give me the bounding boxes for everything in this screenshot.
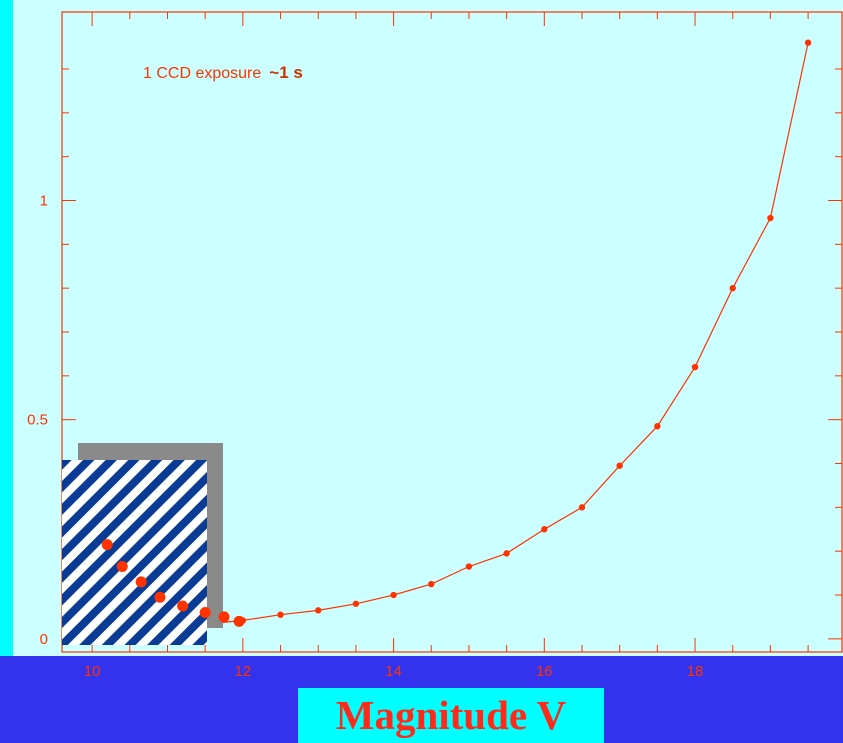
inset-point	[116, 561, 128, 573]
data-point	[541, 526, 548, 533]
data-point	[465, 563, 473, 570]
x-tick-label: 10	[84, 663, 101, 680]
tick-labels: 10 12 14 16 18 0 0.5 1	[27, 192, 703, 680]
data-point	[352, 600, 360, 607]
inset-point	[199, 607, 211, 619]
inset-points	[101, 539, 245, 627]
x-tick-label: 12	[235, 663, 252, 680]
data-point	[654, 423, 661, 430]
data-point	[616, 462, 623, 469]
x-tick-label: 14	[385, 663, 402, 680]
inset-point	[233, 615, 245, 627]
data-point	[767, 214, 774, 222]
annotation-text: 1 CCD exposure	[143, 65, 261, 82]
x-axis-label: Magnitude V	[335, 692, 567, 738]
xlabel-box: Magnitude V	[298, 688, 604, 743]
data-point	[428, 580, 435, 588]
data-point	[277, 611, 284, 618]
y-tick-label: 1	[40, 192, 48, 209]
data-point	[804, 39, 812, 46]
x-tick-label: 16	[536, 663, 553, 680]
x-tick-label: 18	[687, 663, 704, 680]
left-label-strip	[0, 0, 13, 656]
data-point	[503, 550, 510, 557]
inset-point	[135, 576, 147, 588]
inset-point	[177, 600, 189, 612]
inset-point	[101, 539, 113, 551]
annotation-emphasis: ~1 s	[269, 63, 303, 82]
data-point	[578, 504, 586, 511]
inset-point	[154, 591, 166, 603]
y-tick-label: 0.5	[27, 412, 48, 429]
inset-point	[218, 611, 230, 623]
inset-striped-area	[62, 460, 207, 645]
y-tick-label: 0	[40, 631, 48, 648]
data-point	[315, 607, 322, 614]
inset-box	[62, 443, 223, 645]
data-point	[390, 591, 397, 599]
annotation: 1 CCD exposure ~1 s	[143, 63, 303, 82]
data-point	[729, 284, 736, 292]
data-point	[691, 363, 699, 371]
